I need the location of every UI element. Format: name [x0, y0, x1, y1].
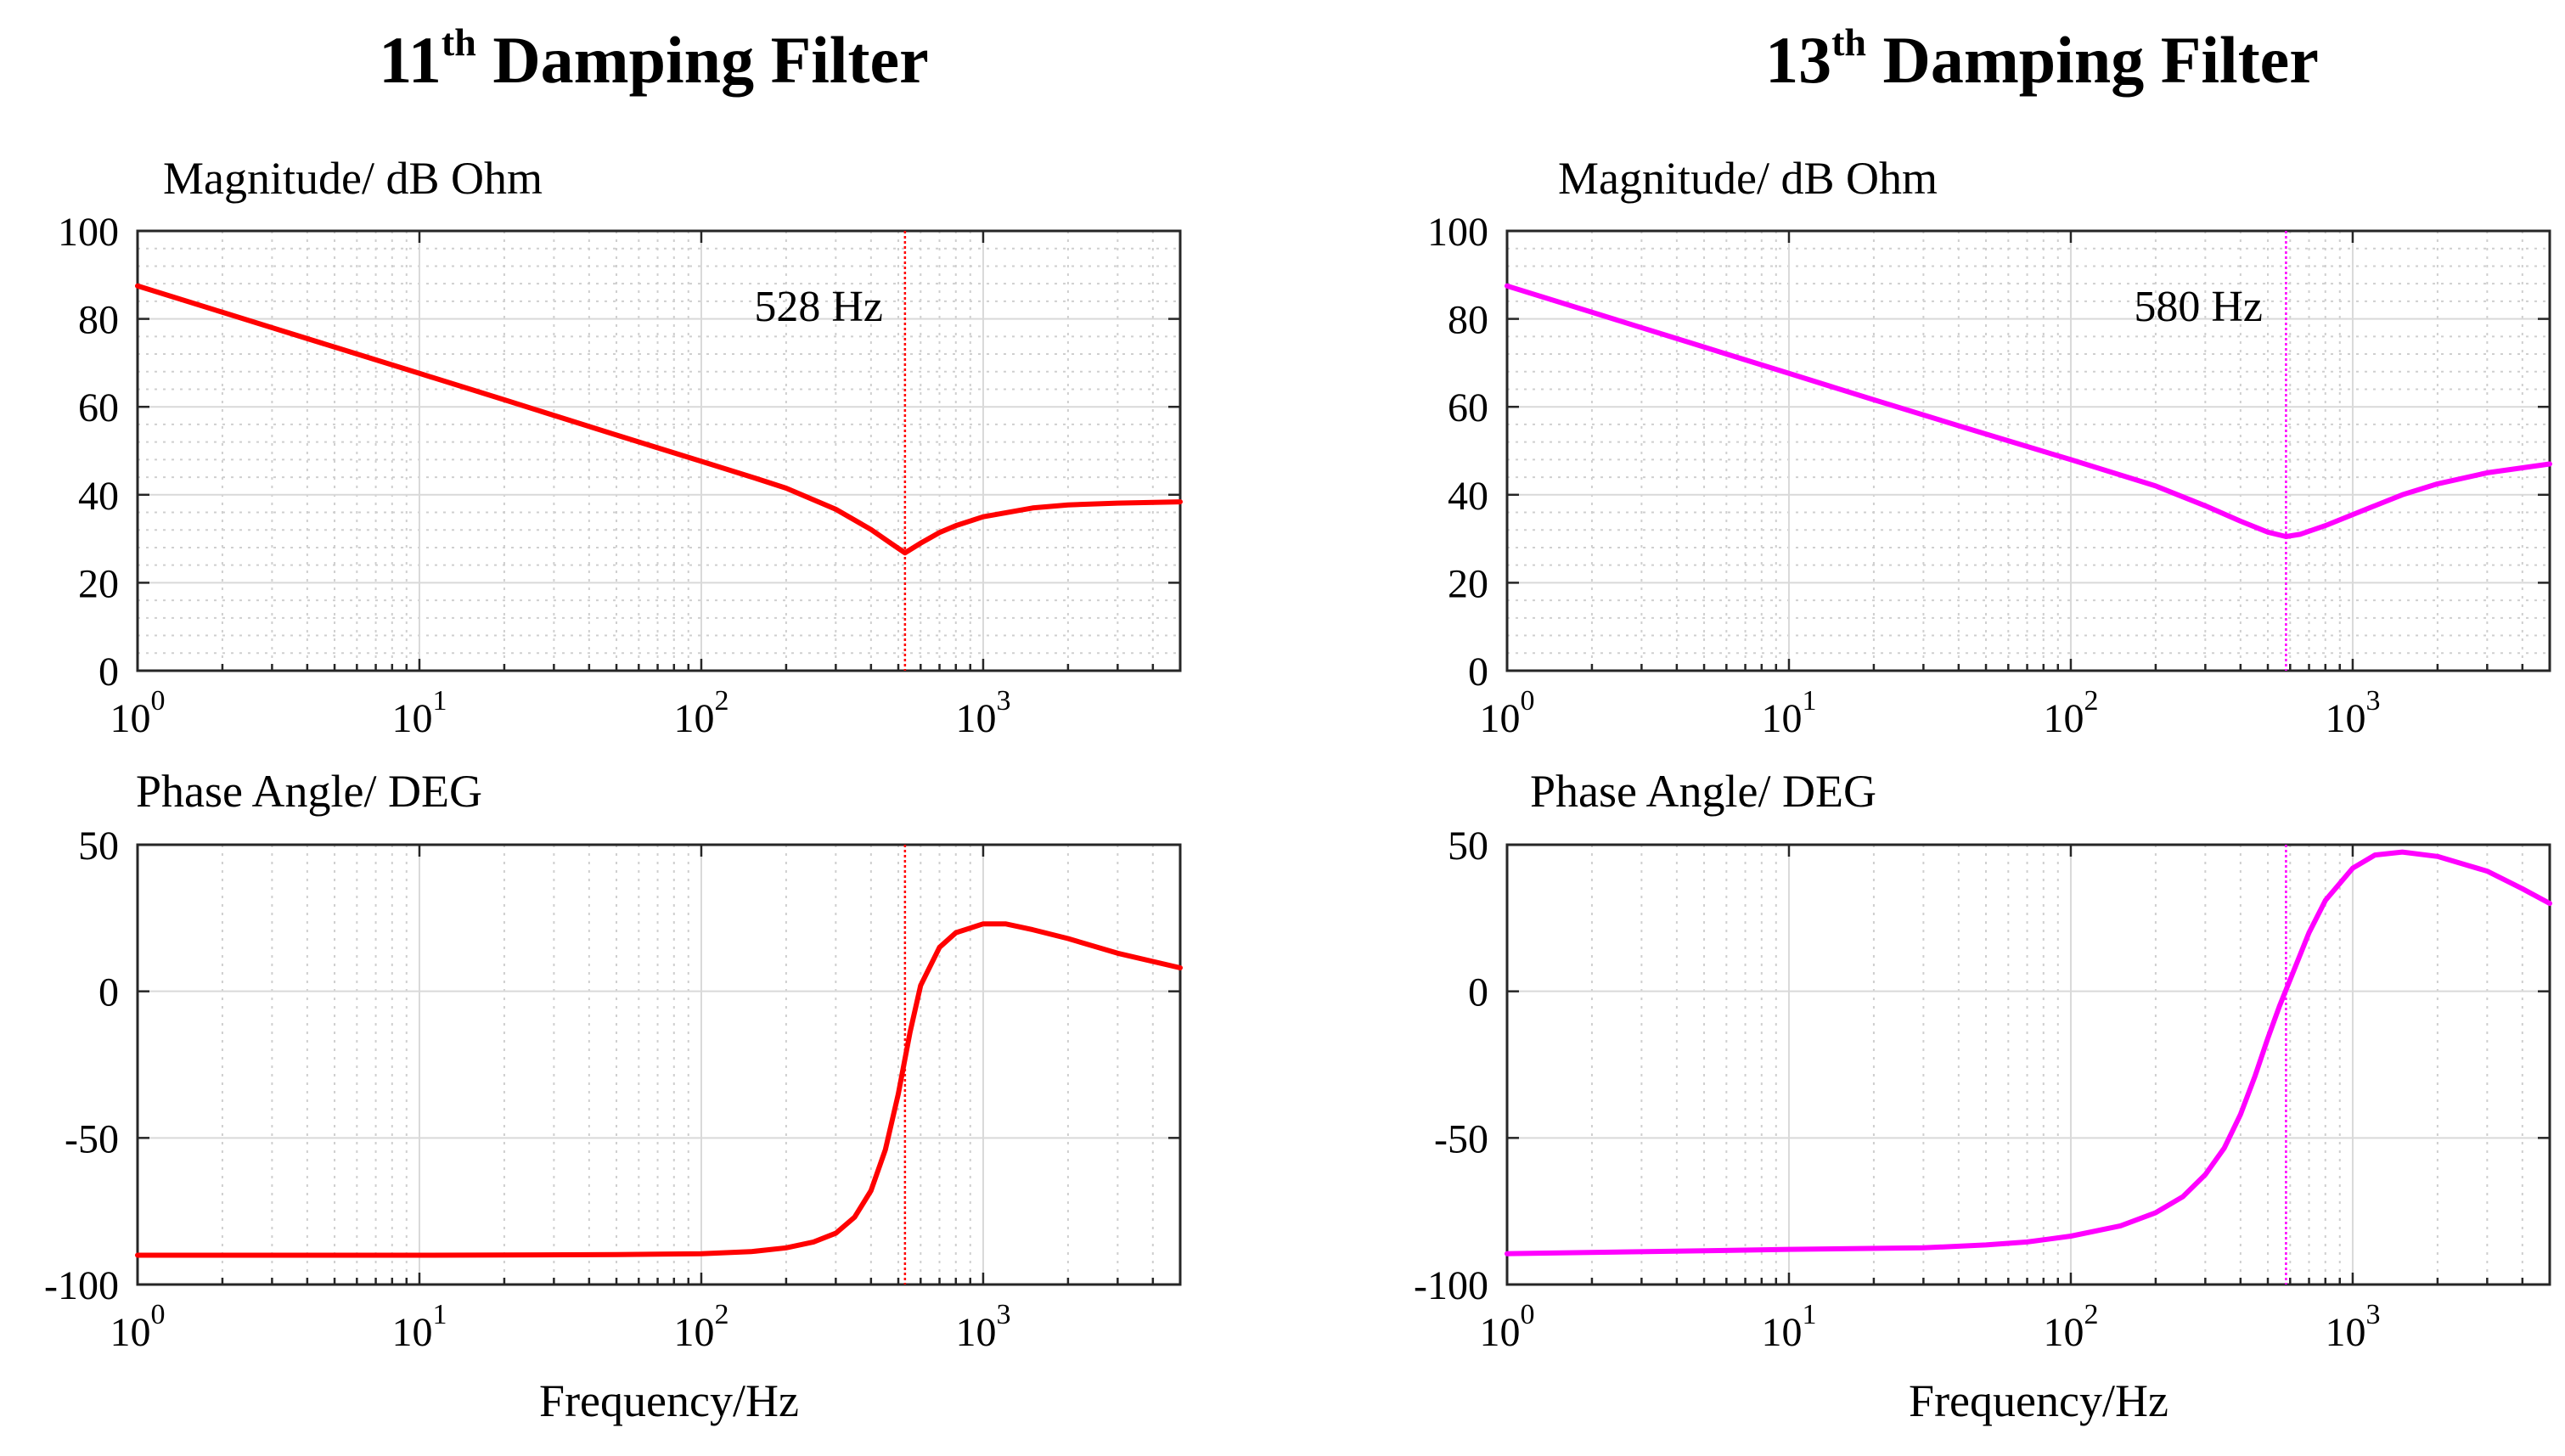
left-magnitude-y-tick-label: 40	[78, 474, 119, 519]
right-phase-panel: 100 101 102 103 -100 -50 0 50 Phase Angle/ DEG Fr…	[1414, 766, 2552, 1426]
right-magnitude-x-tick-label: 100	[1480, 685, 1535, 741]
right-phase-x-tick-label: 102	[2043, 1299, 2098, 1355]
left-magnitude-annotation: 528 Hz	[754, 283, 883, 331]
right-magnitude-y-tick-label: 20	[1448, 561, 1488, 606]
left-phase-y-tick-label: -100	[44, 1263, 119, 1308]
left-title: 11th Damping Filter	[379, 20, 929, 97]
right-magnitude-x-tick-label: 101	[1761, 685, 1816, 741]
left-phase-y-tick-label: 50	[78, 824, 119, 869]
left-phase-x-tick-label: 101	[391, 1299, 447, 1355]
left-phase-xlabel: Frequency/Hz	[539, 1375, 799, 1426]
left-phase-x-tick-label: 103	[955, 1299, 1010, 1355]
right-magnitude-series-line	[1505, 283, 2552, 539]
left-magnitude-y-tick-label: 20	[78, 561, 119, 606]
left-magnitude-series-line	[135, 283, 1183, 556]
right-title: 13th Damping Filter	[1765, 20, 2319, 97]
left-magnitude-y-tick-label: 80	[78, 298, 119, 343]
left-magnitude-x-tick-label: 102	[673, 685, 728, 741]
left-magnitude-x-tick-label: 100	[110, 685, 166, 741]
right-phase-axes-box	[1505, 843, 2551, 1286]
left-magnitude-ylabel: Magnitude/ dB Ohm	[163, 153, 543, 204]
right-phase-y-tick-label: -100	[1414, 1263, 1488, 1308]
left-phase-x-tick-label: 102	[673, 1299, 728, 1355]
right-magnitude-y-tick-label: 60	[1448, 385, 1488, 430]
right-phase-x-tick-label: 101	[1761, 1299, 1816, 1355]
left-magnitude-x-tick-label: 101	[391, 685, 447, 741]
left-phase-series-line	[135, 921, 1183, 1258]
left-phase-axes-box	[136, 843, 1182, 1286]
right-phase-y-tick-label: -50	[1434, 1116, 1488, 1161]
right-phase-y-tick-label: 0	[1468, 970, 1488, 1015]
left-phase-ylabel: Phase Angle/ DEG	[136, 766, 482, 817]
left-magnitude-y-tick-label: 60	[78, 385, 119, 430]
right-magnitude-y-tick-label: 80	[1448, 298, 1488, 343]
left-magnitude-axes-box	[136, 229, 1182, 672]
right-phase-y-tick-label: 50	[1448, 824, 1488, 869]
right-magnitude-x-tick-label: 102	[2043, 685, 2098, 741]
left-magnitude-x-tick-label: 103	[955, 685, 1010, 741]
right-magnitude-axes-box	[1505, 229, 2551, 672]
left-magnitude-y-tick-label: 0	[98, 649, 119, 694]
right-phase-ylabel: Phase Angle/ DEG	[1530, 766, 1876, 817]
right-phase-series-line	[1505, 849, 2552, 1256]
right-magnitude-y-tick-label: 100	[1427, 210, 1488, 255]
right-magnitude-annotation: 580 Hz	[2134, 283, 2263, 331]
left-magnitude-panel: 100 101 102 103 0 20 40 60 80 100 Magnitude/ dB Oh…	[58, 153, 1183, 741]
right-magnitude-y-tick-label: 0	[1468, 649, 1488, 694]
left-phase-panel: 100 101 102 103 -100 -50 0 50 Phase Angle/ DEG Fr…	[44, 766, 1183, 1426]
right-magnitude-y-tick-label: 40	[1448, 474, 1488, 519]
right-magnitude-ylabel: Magnitude/ dB Ohm	[1558, 153, 1938, 204]
left-phase-x-tick-label: 100	[110, 1299, 166, 1355]
right-magnitude-panel: 100 101 102 103 0 20 40 60 80 100 Magnitude/ dB Oh…	[1427, 153, 2552, 741]
right-phase-x-tick-label: 103	[2325, 1299, 2380, 1355]
right-phase-xlabel: Frequency/Hz	[1909, 1375, 2168, 1426]
left-phase-y-tick-label: 0	[98, 970, 119, 1015]
right-phase-x-tick-label: 100	[1480, 1299, 1535, 1355]
left-phase-y-tick-label: -50	[65, 1116, 119, 1161]
left-magnitude-y-tick-label: 100	[58, 210, 119, 255]
right-magnitude-x-tick-label: 103	[2325, 685, 2380, 741]
